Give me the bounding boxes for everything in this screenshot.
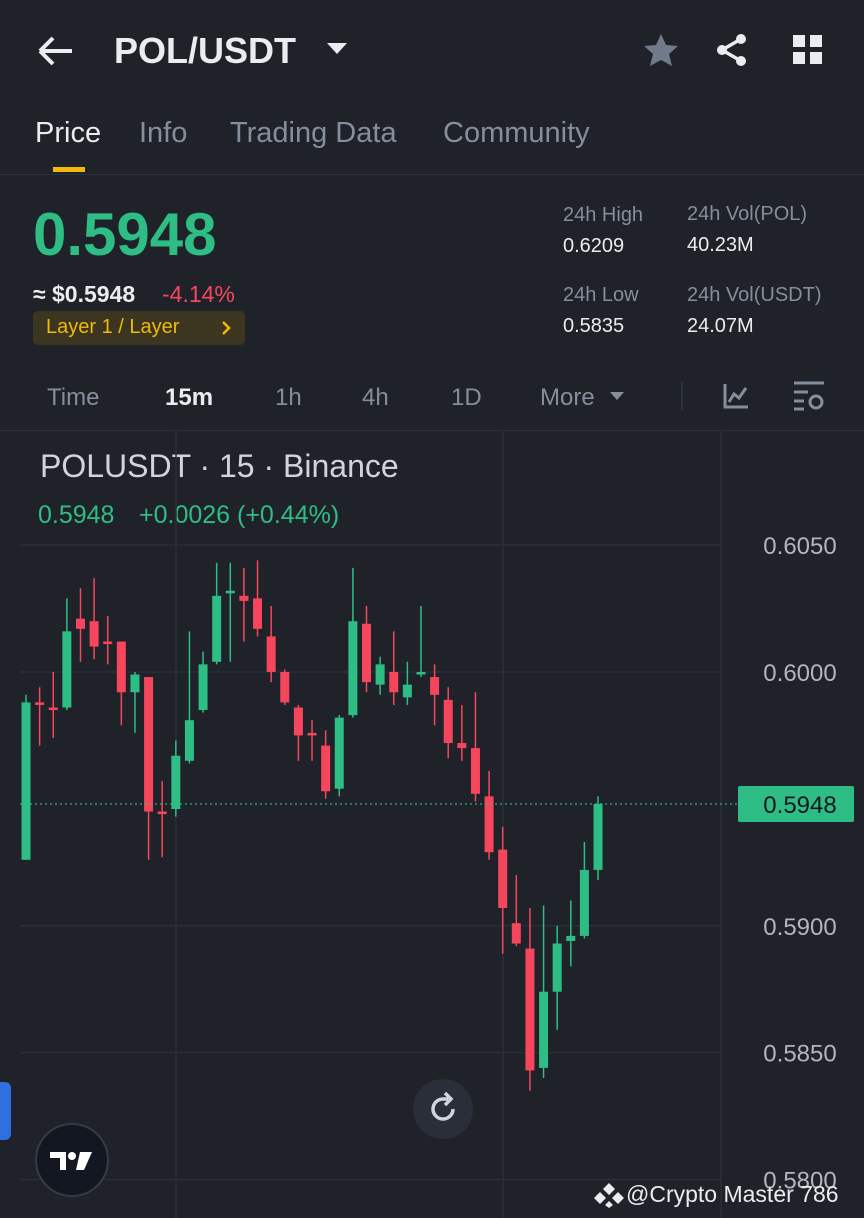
candle-body bbox=[593, 803, 603, 870]
candle-body bbox=[348, 621, 358, 716]
legend-price: 0.5948 bbox=[38, 501, 114, 529]
candle-body bbox=[321, 745, 331, 792]
candle-body bbox=[484, 796, 494, 853]
stat-label: 24h Low bbox=[563, 284, 639, 306]
y-tick-label: 0.6050 bbox=[763, 533, 836, 560]
candle-body bbox=[402, 684, 412, 698]
usd-price: ≈ $0.5948 bbox=[33, 281, 136, 307]
stat-value: 40.23M bbox=[687, 234, 754, 256]
candle-body bbox=[334, 717, 344, 789]
candle-chart: POLUSDT · 15 · Binance 0.5948 +0.0026 (+… bbox=[20, 430, 854, 1218]
candle-body bbox=[48, 707, 58, 711]
candle-body bbox=[362, 623, 371, 683]
interval[interactable]: 1D bbox=[451, 384, 482, 411]
divider bbox=[0, 430, 864, 431]
candle-body bbox=[21, 702, 31, 860]
candle-body bbox=[389, 671, 399, 693]
pair-caret[interactable] bbox=[326, 42, 348, 56]
more-caret bbox=[610, 392, 624, 400]
back-button[interactable] bbox=[36, 34, 76, 68]
tab-indicator bbox=[53, 167, 85, 172]
interval[interactable]: More bbox=[540, 384, 595, 411]
tab[interactable]: Community bbox=[443, 117, 590, 149]
candle-body bbox=[498, 849, 508, 908]
candle-body bbox=[511, 923, 521, 944]
candle-body bbox=[375, 664, 385, 685]
stat-value: 24.07M bbox=[687, 315, 754, 337]
candle-body bbox=[35, 702, 45, 705]
candle-body bbox=[443, 699, 453, 744]
tradingview-logo[interactable] bbox=[34, 1122, 110, 1198]
indicator-icon[interactable] bbox=[722, 382, 750, 410]
stat-label: 24h Vol(USDT) bbox=[687, 284, 822, 306]
candle-body bbox=[144, 677, 154, 812]
candle-body bbox=[130, 674, 140, 693]
candle-body bbox=[470, 748, 480, 794]
tag-chevron bbox=[222, 321, 231, 335]
stat-value: 0.6209 bbox=[563, 235, 625, 257]
candle-body bbox=[103, 641, 113, 645]
stat-label: 24h High bbox=[563, 204, 644, 226]
candle-body bbox=[430, 677, 440, 695]
last-price-label: 0.5948 bbox=[763, 792, 836, 819]
price-change: -4.14% bbox=[162, 281, 235, 307]
candle-body bbox=[157, 811, 167, 815]
stat-value: 0.5835 bbox=[563, 315, 625, 337]
candle-body bbox=[198, 664, 208, 711]
watermark: @Crypto Master 786 bbox=[626, 1181, 839, 1207]
favorite-icon[interactable] bbox=[642, 32, 680, 68]
last-price: 0.5948 bbox=[33, 201, 217, 268]
interval[interactable]: Time bbox=[47, 384, 100, 411]
tag-box[interactable] bbox=[33, 311, 245, 345]
grid-icon[interactable] bbox=[792, 34, 824, 66]
candle-body bbox=[62, 631, 72, 708]
candle-body bbox=[416, 671, 426, 675]
candle-body bbox=[539, 991, 549, 1068]
side-handle[interactable] bbox=[0, 1082, 11, 1140]
stat-label: 24h Vol(POL) bbox=[687, 203, 808, 225]
candle-body bbox=[525, 948, 535, 1071]
candle-body bbox=[266, 636, 276, 672]
candle-body bbox=[579, 869, 589, 936]
interval[interactable]: 1h bbox=[275, 384, 302, 411]
y-tick-label: 0.5850 bbox=[763, 1041, 836, 1068]
candle-body bbox=[253, 598, 263, 629]
candle-body bbox=[307, 732, 317, 736]
interval[interactable]: 15m bbox=[165, 384, 214, 411]
candle-body bbox=[293, 707, 303, 736]
candle-body bbox=[225, 590, 235, 594]
tab[interactable]: Price bbox=[35, 117, 102, 149]
candle-body bbox=[89, 621, 99, 647]
tab[interactable]: Trading Data bbox=[230, 117, 397, 149]
share-icon[interactable] bbox=[714, 32, 750, 68]
candle-body bbox=[184, 720, 194, 761]
candle-body bbox=[212, 595, 222, 662]
candle-body bbox=[457, 743, 467, 749]
separator bbox=[681, 382, 683, 410]
pair-title[interactable]: POL/USDT bbox=[114, 30, 297, 71]
divider bbox=[0, 174, 864, 175]
watermark-icon bbox=[594, 1183, 624, 1208]
candle-body bbox=[280, 671, 290, 703]
chart-title: POLUSDT · 15 · Binance bbox=[40, 448, 399, 484]
candle-body bbox=[239, 595, 249, 601]
last-price-tag bbox=[738, 785, 854, 822]
legend-change: +0.0026 (+0.44%) bbox=[139, 501, 339, 529]
candle-body bbox=[171, 755, 181, 810]
candle-body bbox=[75, 618, 85, 629]
y-tick-label: 0.5800 bbox=[763, 1168, 836, 1195]
candle-body bbox=[552, 943, 562, 992]
settings-icon[interactable] bbox=[792, 380, 826, 412]
tab[interactable]: Info bbox=[139, 117, 188, 149]
y-tick-label: 0.6000 bbox=[763, 660, 836, 687]
y-tick-label: 0.5900 bbox=[763, 914, 836, 941]
candle-body bbox=[116, 641, 126, 693]
tag-label: Layer 1 / Layer bbox=[46, 316, 180, 338]
reset-button[interactable] bbox=[412, 1078, 474, 1140]
interval[interactable]: 4h bbox=[362, 384, 389, 411]
candle-body bbox=[566, 935, 576, 941]
